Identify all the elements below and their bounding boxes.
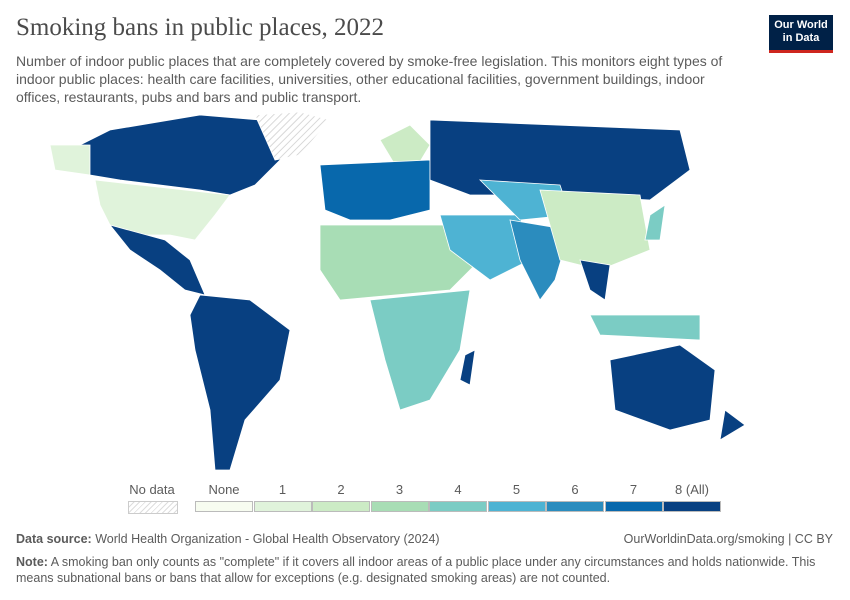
legend-label-5: 5 bbox=[512, 482, 521, 497]
region-indonesia[interactable] bbox=[589, 314, 701, 341]
region-south-america[interactable] bbox=[189, 294, 291, 471]
legend-no-data-swatch[interactable] bbox=[128, 501, 178, 514]
source-text: World Health Organization - Global Healt… bbox=[95, 532, 440, 546]
data-source: Data source: World Health Organization -… bbox=[16, 532, 440, 546]
legend-label-2: 2 bbox=[337, 482, 345, 497]
legend-swatch-4[interactable] bbox=[429, 501, 487, 512]
region-new-zealand[interactable] bbox=[719, 409, 746, 441]
legend-swatch-0[interactable] bbox=[195, 501, 253, 512]
note-text: A smoking ban only counts as "complete" … bbox=[16, 555, 816, 585]
logo-line1: Our World bbox=[774, 19, 828, 31]
region-canada[interactable] bbox=[69, 114, 291, 196]
logo-line2: in Data bbox=[782, 32, 820, 44]
legend-label-0: None bbox=[208, 482, 240, 497]
region-europe[interactable] bbox=[319, 159, 431, 221]
chart-title: Smoking bans in public places, 2022 bbox=[16, 14, 385, 41]
region-australia[interactable] bbox=[609, 344, 716, 431]
legend-label-4: 4 bbox=[454, 482, 462, 497]
note: Note: A smoking ban only counts as "comp… bbox=[16, 554, 816, 586]
legend-swatch-7[interactable] bbox=[604, 501, 663, 512]
source-label: Data source: bbox=[16, 532, 92, 546]
legend-swatch-2[interactable] bbox=[312, 501, 370, 512]
legend-swatch-3[interactable] bbox=[370, 501, 429, 512]
region-southern-africa[interactable] bbox=[369, 289, 471, 411]
legend-swatch-1[interactable] bbox=[253, 501, 312, 512]
region-alaska[interactable] bbox=[49, 144, 91, 176]
region-middle-east[interactable] bbox=[439, 214, 531, 281]
region-southeast-asia[interactable] bbox=[579, 259, 611, 301]
region-mexico-central-america[interactable] bbox=[108, 224, 206, 296]
region-madagascar[interactable] bbox=[459, 349, 476, 386]
legend-swatch-5[interactable] bbox=[487, 501, 546, 512]
legend-label-8: 8 (All) bbox=[675, 482, 709, 497]
region-greenland[interactable] bbox=[254, 111, 331, 161]
region-united-states[interactable] bbox=[94, 179, 231, 241]
legend-swatch-8[interactable] bbox=[663, 501, 721, 512]
region-scandinavia[interactable] bbox=[379, 124, 431, 171]
owid-logo[interactable]: Our World in Data bbox=[769, 15, 833, 53]
note-label: Note: bbox=[16, 555, 48, 569]
legend-label-1: 1 bbox=[278, 482, 287, 497]
region-japan[interactable] bbox=[644, 204, 666, 241]
legend-no-data-label: No data bbox=[129, 482, 175, 497]
source-url[interactable]: OurWorldinData.org/smoking | CC BY bbox=[623, 532, 833, 546]
legend-label-6: 6 bbox=[571, 482, 579, 497]
chart-subtitle: Number of indoor public places that are … bbox=[16, 53, 723, 105]
legend-label-3: 3 bbox=[395, 482, 404, 497]
legend-label-7: 7 bbox=[629, 482, 638, 497]
world-map bbox=[49, 111, 746, 471]
legend-swatch-6[interactable] bbox=[546, 501, 604, 512]
